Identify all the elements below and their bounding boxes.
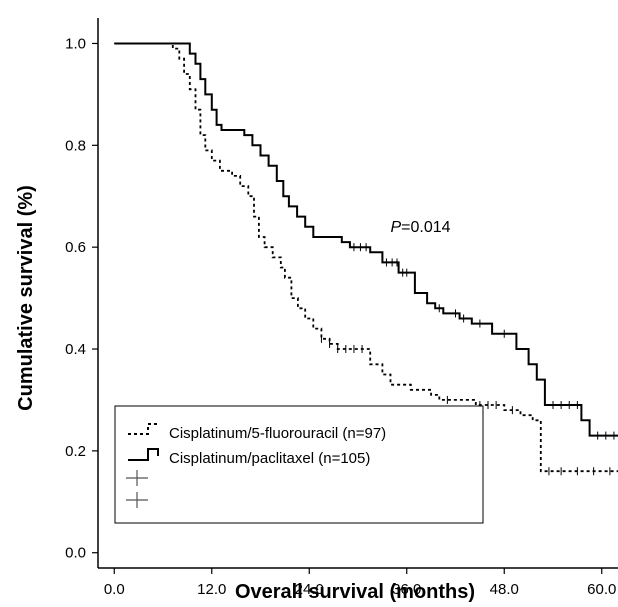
legend-label-5fu: Cisplatinum/5-fluorouracil (n=97): [169, 425, 386, 442]
x-tick-label: 24.0: [295, 581, 324, 598]
y-tick-label: 0.0: [65, 545, 86, 562]
curve-paclitaxel: [114, 42, 618, 437]
x-tick-label: 12.0: [197, 581, 226, 598]
plot-area: 0.0 0.2 0.4 0.6 0.8 1.0 0.0 12.0 24.0 36.0 48.0 60.…: [65, 18, 618, 598]
p-value-annotation: P=0.014: [391, 219, 451, 236]
legend: Cisplatinum/5-fluorouracil (n=97) Cispla…: [114, 405, 484, 524]
x-tick-label: 60.0: [587, 581, 616, 598]
x-axis-title: Overall survival (months): [235, 581, 475, 603]
p-value-number: =0.014: [401, 219, 450, 236]
y-tick-label: 0.6: [65, 239, 86, 256]
x-tick-label: 36.0: [392, 581, 421, 598]
y-tick-label: 1.0: [65, 35, 86, 52]
x-tick-label: 48.0: [490, 581, 519, 598]
p-value-letter: P: [391, 219, 402, 236]
legend-censor-mark-1: [126, 470, 148, 486]
legend-label-paclitaxel: Cisplatinum/paclitaxel (n=105): [169, 450, 370, 467]
y-axis-title: Cumulative survival (%): [15, 185, 37, 411]
legend-box: [114, 405, 484, 524]
curve-5fu: [114, 42, 618, 473]
legend-censor-mark-2: [126, 492, 148, 508]
x-tick-label: 0.0: [104, 581, 125, 598]
y-tick-label: 0.2: [65, 443, 86, 460]
legend-swatch-5fu: [128, 423, 158, 435]
y-tick-label: 0.8: [65, 137, 86, 154]
legend-swatch-paclitaxel: [128, 448, 159, 461]
y-tick-label: 0.4: [65, 341, 86, 358]
